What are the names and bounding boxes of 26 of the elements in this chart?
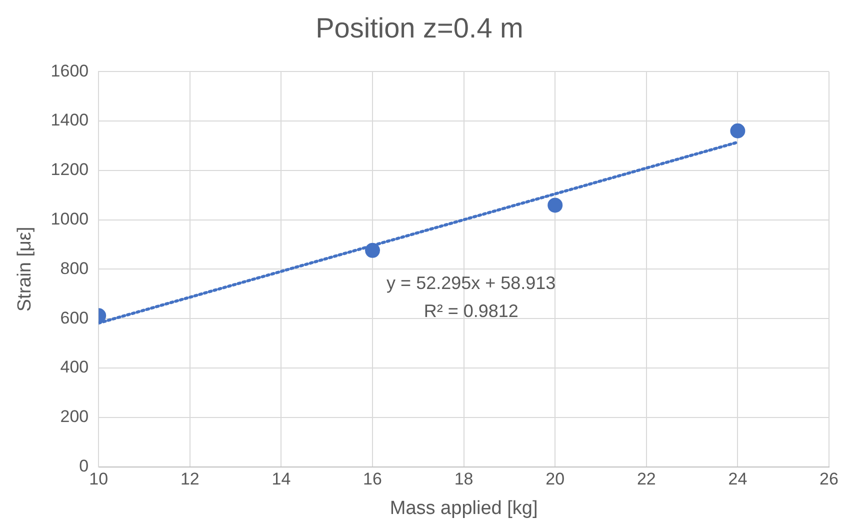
y-axis-title: Strain [με] — [14, 226, 36, 312]
y-tick-label: 1600 — [50, 61, 89, 80]
y-tick-label: 0 — [79, 456, 89, 476]
x-tick-label: 18 — [454, 470, 474, 489]
x-tick-label: 20 — [546, 470, 565, 489]
y-tick-label: 200 — [60, 407, 89, 426]
x-tick-label: 16 — [363, 470, 382, 489]
x-tick-label: 12 — [180, 470, 200, 489]
point — [365, 242, 380, 258]
point — [730, 123, 746, 138]
x-axis-title: Mass applied [kg] — [390, 498, 538, 519]
y-tick-label: 800 — [60, 258, 89, 278]
y-tick-label: 600 — [60, 308, 89, 328]
x-tick-label: 22 — [636, 470, 656, 489]
y-tick-label: 400 — [60, 358, 89, 377]
y-tick-label: 1000 — [50, 209, 89, 228]
chart-title: Position z=0.4 m — [316, 12, 524, 44]
annotation: y = 52.295x + 58.913 — [386, 272, 556, 293]
y-tick-label: 1200 — [50, 160, 89, 180]
point — [548, 198, 563, 213]
x-tick-label: 10 — [89, 470, 108, 489]
x-tick-label: 26 — [820, 470, 838, 489]
y-tick-label: 1400 — [50, 110, 89, 130]
x-tick-label: 14 — [272, 470, 291, 489]
x-tick-label: 24 — [728, 470, 748, 489]
annotation: R² = 0.9812 — [424, 300, 518, 321]
